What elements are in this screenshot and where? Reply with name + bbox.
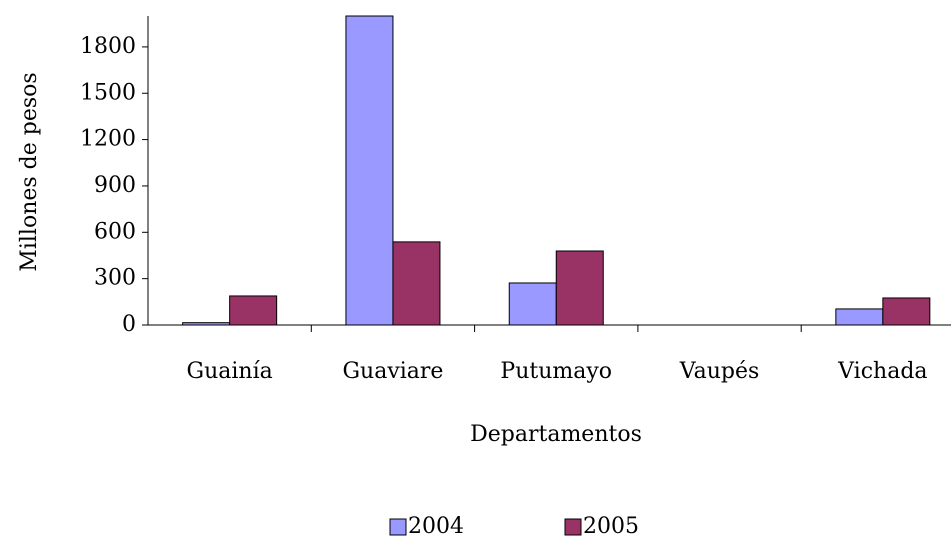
legend-swatch bbox=[564, 518, 582, 536]
bar bbox=[555, 250, 604, 326]
y-tick-label: 0 bbox=[122, 312, 136, 337]
x-tick-label: Guainía bbox=[187, 359, 273, 384]
legend-swatch bbox=[389, 518, 407, 536]
legend-label: 2004 bbox=[408, 514, 464, 539]
x-axis-label: Departamentos bbox=[470, 422, 642, 447]
x-tick-label: Vichada bbox=[837, 359, 927, 384]
bar bbox=[508, 282, 557, 326]
y-tick-label: 1800 bbox=[80, 34, 136, 59]
bar bbox=[345, 15, 394, 326]
y-tick-label: 300 bbox=[94, 266, 136, 291]
legend-label: 2005 bbox=[583, 514, 639, 539]
bar bbox=[229, 295, 278, 326]
bar bbox=[392, 241, 441, 326]
x-tick-label: Putumayo bbox=[500, 359, 612, 384]
x-tick-label: Guaviare bbox=[342, 359, 443, 384]
y-tick-label: 1500 bbox=[80, 80, 136, 105]
y-axis-label: Millones de pesos bbox=[17, 72, 42, 271]
bar bbox=[882, 297, 931, 326]
bar bbox=[182, 322, 231, 326]
bar bbox=[835, 308, 884, 326]
y-tick-label: 900 bbox=[94, 173, 136, 198]
y-tick-label: 1200 bbox=[80, 127, 136, 152]
x-tick-label: Vaupés bbox=[679, 359, 760, 384]
y-tick-label: 600 bbox=[94, 219, 136, 244]
